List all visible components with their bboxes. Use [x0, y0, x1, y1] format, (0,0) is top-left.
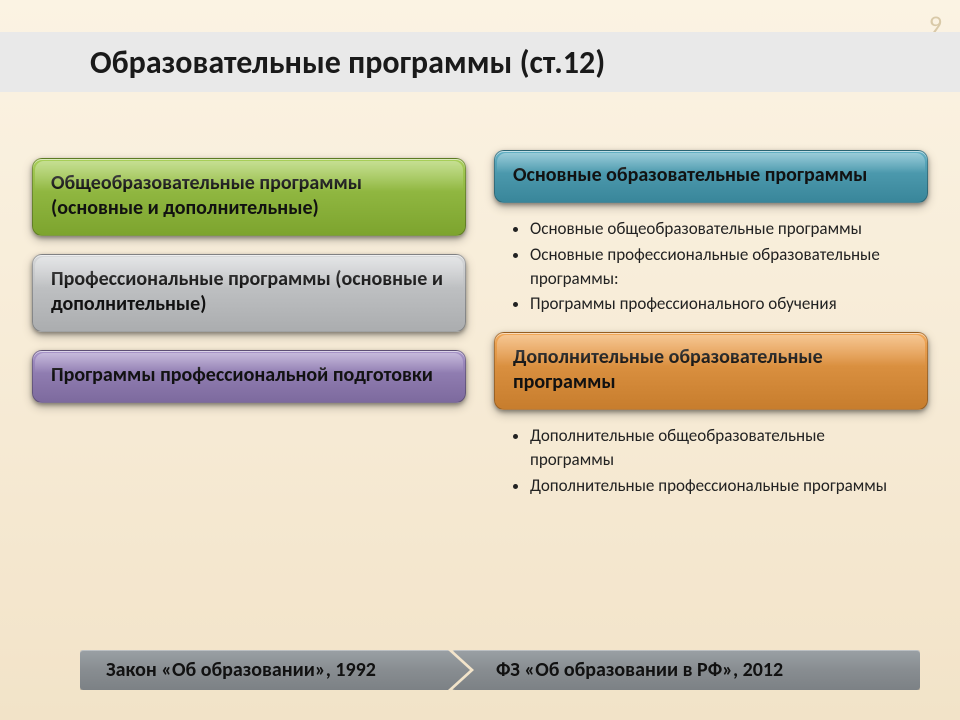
- page-title: Образовательные программы (ст.12): [90, 43, 605, 82]
- footer-right: ФЗ «Об образовании в РФ», 2012: [452, 650, 920, 690]
- content-area: Общеобразовательные программы (основные …: [32, 150, 928, 630]
- left-column: Общеобразовательные программы (основные …: [32, 150, 466, 630]
- left-card-3: Программы профессиональной подготовки: [32, 350, 466, 403]
- right-header-2: Дополнительные образовательные программы: [494, 332, 928, 410]
- footer-left-label: Закон «Об образовании», 1992: [106, 658, 376, 682]
- list-item: Основные общеобразовательные программы: [530, 217, 912, 241]
- right-list-2: Дополнительные общеобразовательные прогр…: [494, 414, 928, 509]
- right-column: Основные образовательные программы Основ…: [494, 150, 928, 630]
- footer-chevron: Закон «Об образовании», 1992 ФЗ «Об обра…: [80, 650, 920, 690]
- list-item: Дополнительные общеобразовательные прогр…: [530, 424, 912, 472]
- left-card-2: Профессиональные программы (основные и д…: [32, 254, 466, 332]
- title-bar: Образовательные программы (ст.12): [0, 32, 960, 92]
- list-item: Дополнительные профессиональные программ…: [530, 474, 912, 498]
- footer-left: Закон «Об образовании», 1992: [80, 650, 470, 690]
- right-header-1: Основные образовательные программы: [494, 150, 928, 203]
- footer-right-label: ФЗ «Об образовании в РФ», 2012: [496, 658, 783, 682]
- list-item: Основные профессиональные образовательны…: [530, 243, 912, 291]
- list-item: Программы профессионального обучения: [530, 292, 912, 316]
- left-card-1: Общеобразовательные программы (основные …: [32, 158, 466, 236]
- right-list-1: Основные общеобразовательные программы О…: [494, 207, 928, 328]
